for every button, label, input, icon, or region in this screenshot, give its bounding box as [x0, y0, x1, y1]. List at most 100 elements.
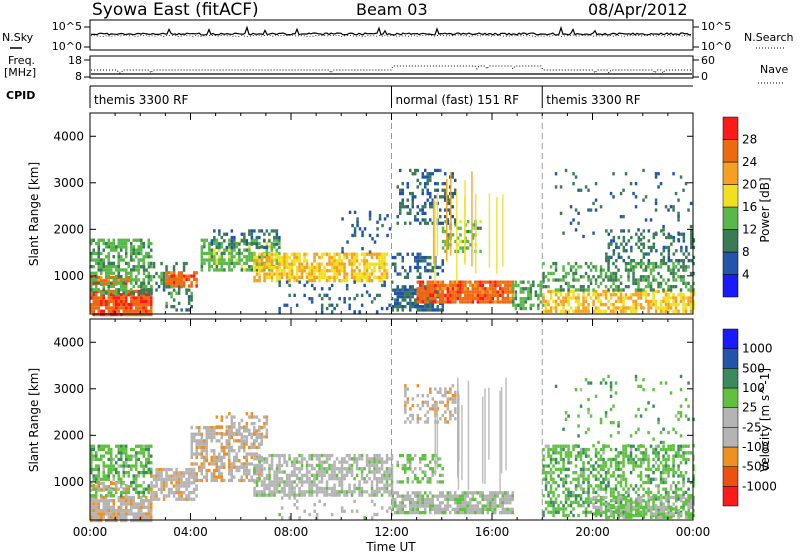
range-time-cell — [360, 275, 364, 279]
range-time-cell — [672, 285, 675, 289]
range-time-cell — [258, 472, 261, 476]
range-time-cell — [135, 309, 138, 313]
range-time-cell — [660, 259, 663, 263]
range-time-cell — [162, 487, 166, 491]
range-time-cell — [208, 426, 211, 430]
range-time-cell — [373, 297, 376, 301]
range-time-cell — [474, 507, 477, 511]
range-time-cell — [110, 518, 113, 523]
range-time-cell — [391, 288, 394, 292]
range-time-cell — [469, 283, 472, 288]
range-time-cell — [602, 510, 605, 514]
range-time-cell — [444, 494, 447, 498]
range-time-cell — [110, 471, 113, 475]
range-time-cell — [411, 457, 414, 461]
range-time-cell — [494, 280, 497, 284]
range-time-cell — [112, 284, 115, 289]
range-time-cell — [682, 281, 685, 285]
range-time-cell — [218, 459, 221, 463]
range-time-cell — [562, 510, 565, 514]
range-time-cell — [544, 484, 548, 488]
range-time-cell — [439, 300, 442, 304]
range-time-cell — [200, 251, 204, 256]
range-time-cell — [170, 271, 173, 275]
range-time-cell — [439, 417, 442, 421]
range-time-cell — [577, 451, 580, 455]
range-time-cell — [479, 280, 482, 284]
range-time-cell — [112, 487, 115, 491]
range-time-cell — [258, 245, 261, 250]
range-time-cell — [238, 459, 241, 463]
range-time-cell — [117, 265, 120, 269]
range-time-cell — [235, 251, 239, 256]
range-time-cell — [436, 293, 440, 297]
range-time-cell — [187, 481, 191, 485]
range-time-cell — [404, 511, 407, 515]
range-time-cell — [335, 275, 339, 279]
range-time-cell — [190, 442, 193, 446]
range-time-cell — [92, 487, 95, 491]
range-time-cell — [542, 467, 545, 471]
range-time-cell — [401, 308, 404, 312]
range-time-cell — [348, 470, 351, 474]
range-time-cell — [140, 444, 143, 448]
range-time-cell — [441, 195, 444, 199]
range-time-cell — [290, 463, 294, 468]
range-time-cell — [459, 280, 462, 284]
range-time-cell — [562, 457, 565, 462]
range-time-cell — [205, 452, 208, 456]
range-time-cell — [270, 483, 274, 487]
range-time-cell — [107, 485, 110, 489]
range-time-cell — [200, 468, 203, 473]
range-time-cell — [375, 310, 379, 314]
range-time-cell — [537, 293, 540, 297]
range-time-cell — [157, 477, 161, 482]
range-time-cell — [333, 463, 336, 468]
range-time-cell — [479, 290, 482, 294]
range-time-cell — [182, 471, 186, 475]
range-time-cell — [105, 274, 108, 279]
range-time-cell — [130, 245, 133, 249]
range-time-cell — [476, 297, 480, 301]
range-time-cell — [434, 494, 437, 498]
range-time-cell — [258, 279, 261, 283]
range-time-cell — [365, 259, 369, 263]
range-time-cell — [325, 269, 329, 273]
range-time-cell — [140, 265, 143, 269]
range-time-cell — [230, 415, 234, 419]
range-time-cell — [263, 245, 266, 250]
range-time-cell — [547, 454, 550, 458]
range-time-cell — [90, 251, 93, 256]
range-time-cell — [340, 463, 344, 468]
range-time-cell — [511, 497, 514, 502]
range-time-cell — [401, 480, 404, 484]
range-time-cell — [479, 287, 482, 291]
range-time-streak — [436, 193, 439, 256]
range-time-cell — [474, 497, 477, 502]
range-time-cell — [572, 289, 575, 294]
range-time-cell — [504, 491, 507, 495]
range-time-cell — [170, 291, 173, 295]
range-time-cell — [409, 221, 412, 225]
range-time-cell — [434, 293, 437, 297]
nave-label: Nave — [760, 63, 788, 76]
range-time-cell — [300, 460, 304, 464]
range-time-cell — [225, 415, 229, 419]
range-time-cell — [102, 309, 105, 313]
range-time-cell — [419, 497, 422, 502]
range-time-cell — [672, 303, 675, 307]
range-time-cell — [200, 465, 203, 469]
range-time-cell — [160, 281, 163, 285]
range-time-cell — [451, 195, 454, 199]
range-time-cell — [378, 453, 381, 458]
range-time-cell — [250, 255, 254, 259]
range-time-cell — [343, 255, 346, 260]
range-time-cell — [350, 467, 354, 471]
range-time-cell — [122, 281, 125, 285]
range-time-cell — [245, 468, 248, 473]
range-time-cell — [185, 481, 188, 485]
range-time-cell — [305, 477, 309, 481]
range-time-cell — [399, 301, 402, 305]
range-time-cell — [172, 477, 176, 482]
range-time-cell — [404, 403, 407, 408]
